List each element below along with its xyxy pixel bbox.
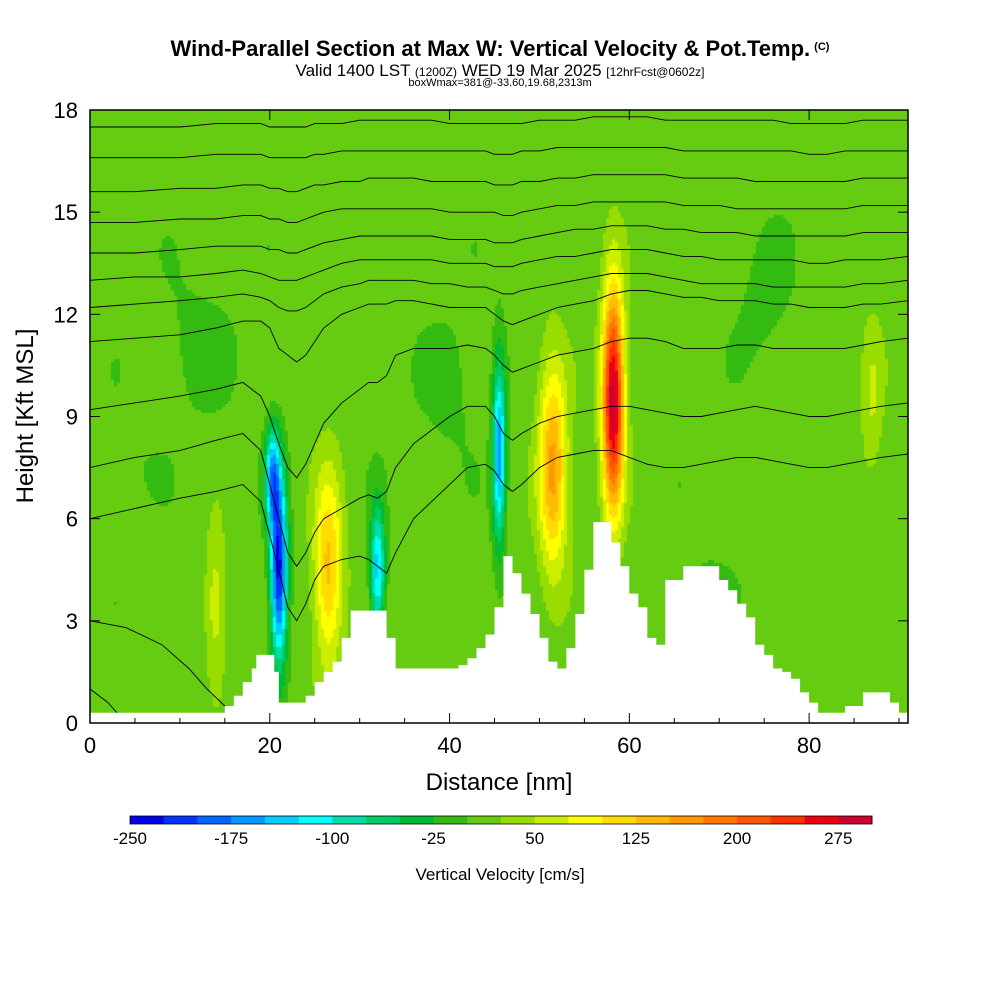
chart-title: Wind-Parallel Section at Max W: Vertical… [0, 36, 1000, 62]
colorbar-swatch [197, 816, 232, 824]
theta-contour-3 [90, 290, 908, 363]
colorbar-swatch [130, 816, 165, 824]
theta-contour-9 [90, 147, 908, 159]
colorbar-swatch [264, 816, 300, 824]
colorbar-swatch [534, 816, 569, 824]
colorbar-swatch [467, 816, 502, 824]
theta-contour-8 [90, 174, 908, 193]
colorbar-swatch [366, 816, 401, 824]
theta-contour-7 [90, 201, 908, 223]
theta-contour-5 [90, 249, 908, 281]
colorbar-frame [129, 815, 873, 825]
colorbar-swatch [838, 816, 873, 824]
colorbar: -250 -175 -100 -25 50 125 200 275 [113, 815, 873, 848]
theta-contour-6 [90, 225, 908, 254]
x-axis: 0 20 40 60 80 [84, 110, 900, 758]
colorbar-swatch [703, 816, 738, 824]
y-tick-label: 12 [54, 302, 78, 327]
colorbar-swatch [635, 816, 671, 824]
chart-title-text: Wind-Parallel Section at Max W: Vertical… [170, 36, 811, 61]
theta-contour-4 [90, 273, 908, 312]
colorbar-swatch [770, 816, 806, 824]
potential-temperature-contours [90, 116, 908, 714]
colorbar-swatch [602, 816, 637, 824]
colorbar-swatch [163, 816, 198, 824]
x-tick-label: 0 [84, 733, 96, 758]
y-tick-label: 3 [66, 609, 78, 634]
y-tick-label: 18 [54, 98, 78, 123]
terrain-mask [90, 522, 908, 723]
y-tick-label: 6 [66, 507, 78, 532]
y-tick-label: 9 [66, 405, 78, 430]
colorbar-swatch [399, 816, 435, 824]
theta-contour-0 [90, 450, 908, 622]
colorbar-swatch [804, 816, 839, 824]
y-tick-label: 15 [54, 200, 78, 225]
x-tick-label: 40 [437, 733, 461, 758]
theta-contour-2 [90, 337, 908, 479]
colorbar-tick-label: -250 [113, 829, 147, 848]
copyright-mark: (C) [814, 41, 830, 53]
colorbar-tick-label: 275 [824, 829, 852, 848]
colorbar-tick-label: 200 [723, 829, 751, 848]
colorbar-swatch [501, 816, 536, 824]
valid-local-time: Valid 1400 LST [295, 61, 411, 80]
box-wmax-info: boxWmax=381@-33.60,19.68,2313m [408, 77, 592, 89]
colorbar-tick-label: 125 [622, 829, 650, 848]
colorbar-swatch [737, 816, 772, 824]
colorbar-tick-label: 50 [525, 829, 544, 848]
x-tick-label: 60 [617, 733, 641, 758]
valid-time-line: Valid 1400 LST (1200Z) WED 19 Mar 2025 [… [0, 61, 1000, 81]
colorbar-swatch [433, 816, 468, 824]
x-tick-label: 80 [797, 733, 821, 758]
colorbar-swatch [669, 816, 704, 824]
colorbar-swatch [568, 816, 603, 824]
theta-contour-12 [90, 688, 118, 714]
colorbar-swatch [298, 816, 333, 824]
theta-contour-1 [90, 402, 908, 568]
colorbar-swatch [332, 816, 367, 824]
y-axis-title: Height [Kft MSL] [12, 329, 39, 504]
colorbar-tick-label: -25 [421, 829, 446, 848]
x-axis-title: Distance [nm] [426, 769, 573, 796]
colorbar-title: Vertical Velocity [cm/s] [415, 865, 584, 884]
plot-area [90, 110, 908, 723]
valid-date: WED 19 Mar 2025 [461, 61, 602, 80]
y-axis: 0 3 6 9 12 15 18 [54, 98, 908, 736]
valid-utc-time: (1200Z) [414, 65, 457, 79]
colorbar-swatch [231, 816, 266, 824]
colorbar-tick-label: -100 [315, 829, 349, 848]
theta-contour-10 [90, 116, 908, 128]
y-tick-label: 0 [66, 711, 78, 736]
forecast-info: [12hrFcst@0602z] [606, 65, 705, 79]
x-tick-label: 20 [258, 733, 282, 758]
colorbar-tick-label: -175 [214, 829, 248, 848]
